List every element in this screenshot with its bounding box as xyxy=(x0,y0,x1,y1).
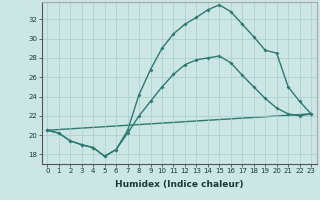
X-axis label: Humidex (Indice chaleur): Humidex (Indice chaleur) xyxy=(115,180,244,189)
